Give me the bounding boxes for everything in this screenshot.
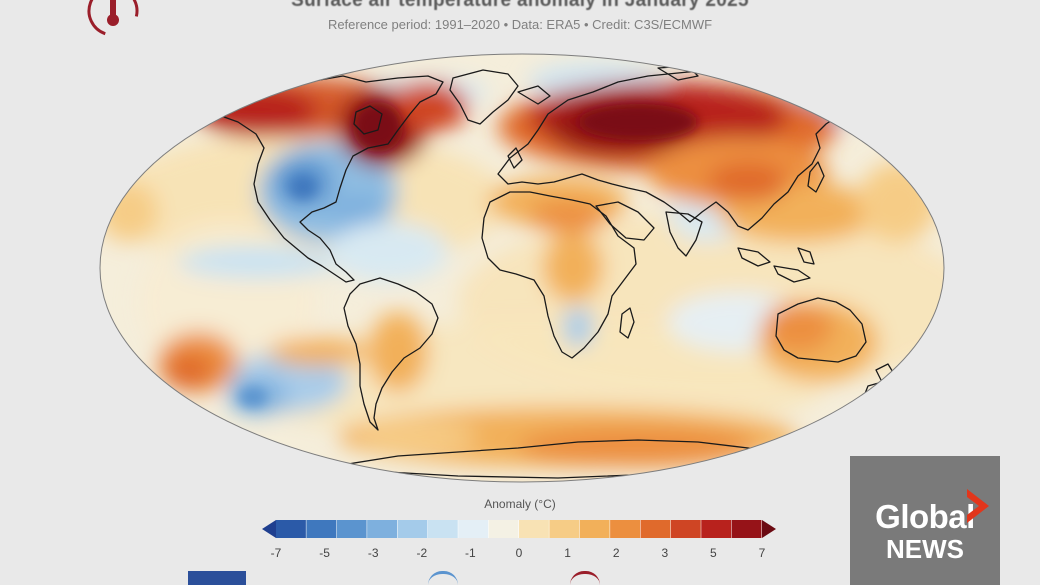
global-news-watermark: Global NEWS [850,456,1000,585]
colorbar-tick-label: 0 [515,546,523,560]
colorbar-segment [276,520,307,538]
anomaly-colorbar [262,520,776,538]
eu-flag-icon [188,571,246,585]
colorbar-segment [306,520,338,538]
colorbar-segment [731,520,763,538]
colorbar-tick-label: 5 [710,546,717,560]
watermark-line2: NEWS [886,534,964,564]
copernicus-logo-icon [428,571,458,585]
colorbar-tick-label: -2 [416,546,428,560]
colorbar-tick-label: -1 [465,546,476,560]
colorbar-segment [701,520,733,538]
antarctica-outline [347,439,789,479]
temperature-anomaly-map [99,53,945,483]
colorbar-segment [670,520,702,538]
colorbar-tick-label: -5 [319,546,330,560]
africa-outline [481,191,637,359]
colorbar-segment [519,520,550,538]
colorbar-segment [610,520,641,538]
page-subtitle: Reference period: 1991–2020 • Data: ERA5… [327,17,713,32]
global-news-arrow-icon [967,489,989,523]
colorbar-segment [458,520,490,538]
australia-outline [775,297,867,363]
colorbar-tick-label: 1 [564,546,571,560]
north-america-outline [195,75,444,283]
page-title: Surface air temperature anomaly in Janua… [291,0,749,11]
colorbar-segment [549,520,581,538]
colorbar-segment [488,520,520,538]
colorbar-min-arrow [262,520,276,538]
colorbar-segment [427,520,459,538]
watermark-line1: Global [875,498,975,535]
colorbar-segment [640,520,672,538]
ecmwf-logo-icon [570,571,600,585]
colorbar-segment [336,520,368,538]
colorbar-segment [579,520,611,538]
colorbar-tick-label: 7 [758,546,766,560]
colorbar-tick-label: 3 [661,546,669,560]
greenland-outline [449,69,519,125]
colorbar-tick-label: -3 [367,546,379,560]
legend-title: Anomaly (°C) [484,497,556,511]
eurasia-outline [497,69,844,231]
colorbar-tick-label: 2 [612,546,620,560]
south-america-outline [343,277,439,431]
colorbar-segment [367,520,398,538]
colorbar-segment [397,520,429,538]
thermometer-logo-icon [87,0,139,37]
colorbar-max-arrow [762,520,776,538]
colorbar-tick-label: -7 [270,546,282,560]
